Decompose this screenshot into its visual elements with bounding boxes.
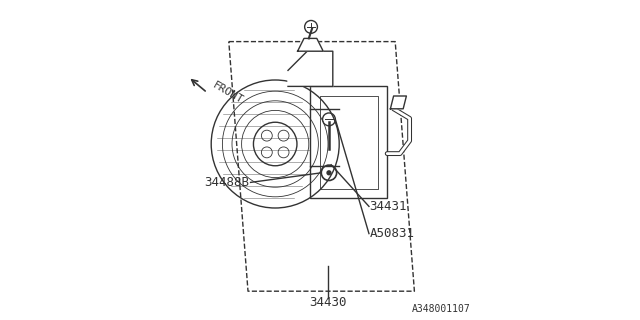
Polygon shape — [390, 96, 406, 109]
Text: 34431: 34431 — [370, 200, 407, 213]
Text: 34430: 34430 — [309, 296, 347, 309]
Polygon shape — [288, 51, 333, 86]
Text: A50831: A50831 — [370, 227, 415, 240]
Text: 34488B: 34488B — [205, 176, 250, 189]
Circle shape — [327, 171, 331, 175]
Polygon shape — [298, 38, 323, 51]
Text: FRONT: FRONT — [211, 80, 244, 106]
Text: A348001107: A348001107 — [412, 304, 470, 314]
